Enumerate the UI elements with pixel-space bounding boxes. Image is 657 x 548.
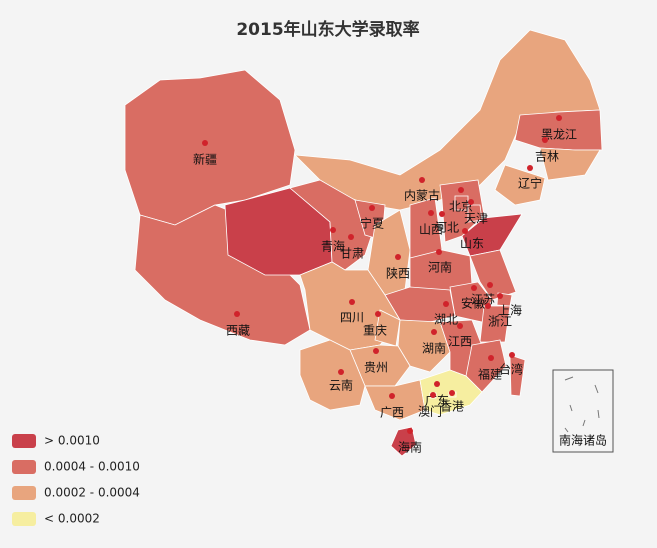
region-dot [348,234,354,240]
region-label: 西藏 [226,324,250,338]
region-dot [487,282,493,288]
region-dot [556,115,562,121]
legend-swatch[interactable] [12,512,36,526]
region-dot [471,285,477,291]
region-label: 河南 [428,260,452,275]
inset-label: 南海诸岛 [559,433,607,448]
region[interactable] [539,147,601,181]
region-dot [330,227,336,233]
region-label: 海南 [398,440,422,455]
legend-label[interactable]: 0.0004 - 0.0010 [44,460,140,474]
regions [124,29,603,457]
region-label: 河北 [435,221,459,235]
region-dot [369,205,375,211]
region-dot [527,165,533,171]
region-dot [395,254,401,260]
region-label: 贵州 [364,361,388,375]
region-dot [338,369,344,375]
region-label: 辽宁 [518,176,542,191]
region-dot [509,352,515,358]
legend: > 0.0010 0.0004 - 0.0010 0.0002 - 0.0004 < … [12,434,140,526]
region[interactable] [479,305,511,343]
region-dot [234,311,240,317]
legend-swatch[interactable] [12,434,36,448]
region[interactable] [465,339,507,393]
region-label: 上海 [498,303,522,318]
region-label: 广西 [380,406,404,420]
region-dot [407,428,413,434]
region-label: 黑龙江 [541,128,577,142]
region-label: 台湾 [499,362,523,377]
region-dot [497,293,503,299]
region-dot [468,199,474,205]
region-dot [443,301,449,307]
legend-swatch[interactable] [12,486,36,500]
region-dot [202,140,208,146]
region-dot [373,348,379,354]
region[interactable] [461,213,523,257]
region-label: 重庆 [363,324,387,338]
region-label: 安徽 [461,296,485,311]
region-label: 宁夏 [360,216,384,231]
region-dot [349,299,355,305]
region-dot [457,323,463,329]
region-dot [428,210,434,216]
region[interactable] [289,179,376,271]
region-dot [488,355,494,361]
inset-islands [564,376,600,433]
region-dot [458,187,464,193]
region-label: 天津 [464,212,488,226]
chart-title: 2015年山东大学录取率 [236,19,419,40]
region-label: 新疆 [193,152,217,167]
region-dot [542,137,548,143]
inset-frame [552,369,614,453]
region-label: 青海 [321,239,345,254]
region-label: 山东 [460,237,484,251]
legend-swatch[interactable] [12,460,36,474]
region-dot [439,211,445,217]
region-label: 福建 [478,367,502,382]
region-dot [485,303,491,309]
legend-label[interactable]: > 0.0010 [44,434,100,448]
region-label: 江西 [448,335,472,349]
region-dot [375,311,381,317]
region[interactable] [299,339,366,411]
region-label: 四川 [340,311,364,325]
region-dot [462,228,468,234]
region-label: 香港 [440,400,464,414]
region-dot [449,390,455,396]
region-dot [436,249,442,255]
region-dot [431,329,437,335]
region[interactable] [509,354,526,397]
region-label: 江苏 [471,293,495,307]
region-label: 云南 [329,378,353,393]
region-label: 湖北 [434,312,458,327]
inset: 南海诸岛 [552,369,614,453]
region-label: 山西 [419,223,443,237]
region-label: 北京 [449,200,473,214]
region[interactable] [390,426,417,457]
legend-label[interactable]: 0.0002 - 0.0004 [44,486,140,500]
region-label: 澳门 [418,404,442,419]
region-label: 浙江 [488,315,512,329]
region-label: 吉林 [535,150,559,164]
region-label: 甘肃 [340,247,364,261]
region[interactable] [494,164,546,206]
region-dot [389,393,395,399]
region-dot [419,177,425,183]
region-label: 内蒙古 [404,188,440,203]
region-label: 湖南 [422,341,446,356]
region-dot [434,381,440,387]
legend-label[interactable]: < 0.0002 [44,512,100,526]
region-label: 陕西 [386,266,410,281]
region-dot [430,392,436,398]
